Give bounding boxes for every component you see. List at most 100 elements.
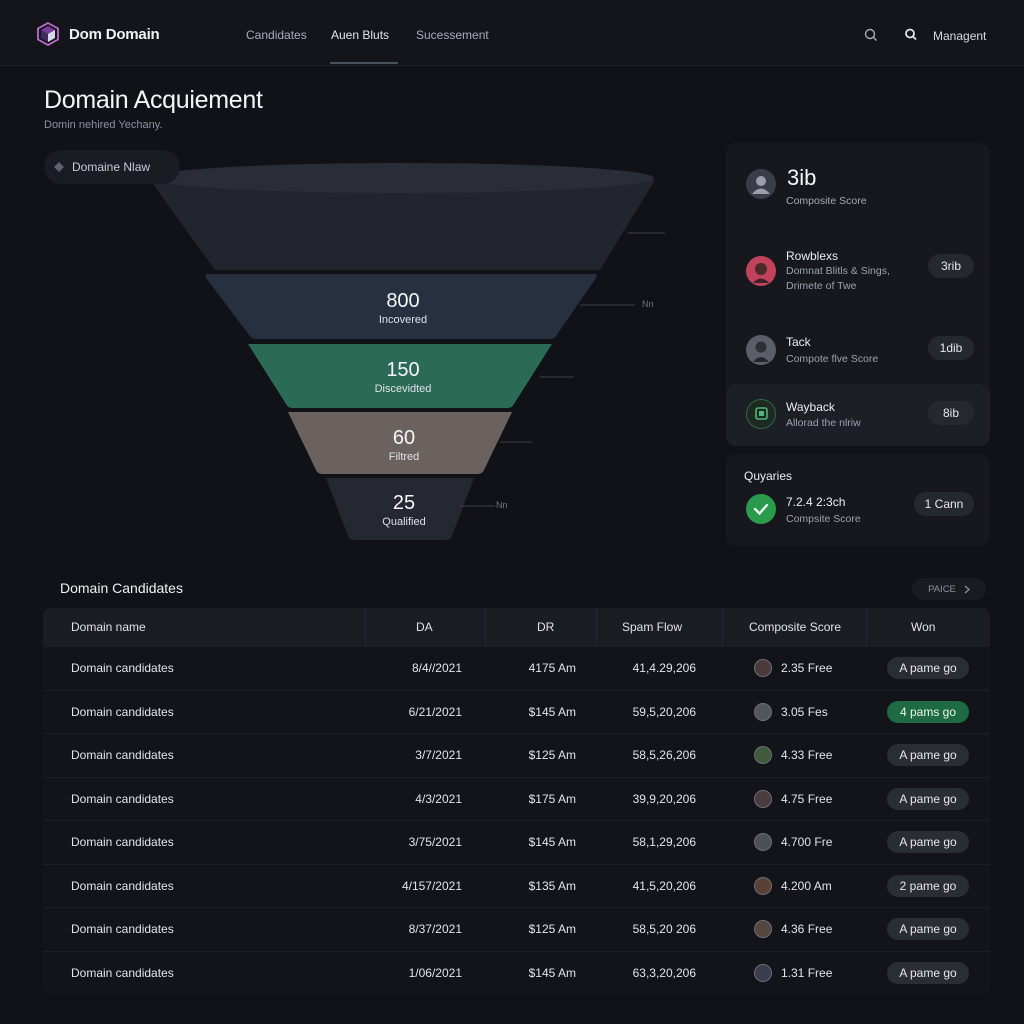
cell-dr: $125 Am (528, 748, 576, 762)
wayback-icon (746, 399, 776, 429)
composite-score-value: 3ib (787, 165, 817, 190)
diamond-icon (54, 162, 64, 172)
table-row[interactable]: Domain candidates 3/75/2021 $145 Am 58,1,29… (43, 820, 990, 863)
profile-avatar-icon (746, 256, 776, 286)
cell-composite-score: 4.33 Free (781, 748, 833, 762)
won-status-pill[interactable]: A pame go (887, 657, 969, 679)
column-header-spam-flow[interactable]: Spam Flow (622, 620, 683, 634)
brand[interactable]: Dom Domain (36, 22, 160, 46)
cell-spam-flow: 59,5,20,206 (632, 704, 696, 719)
cell-composite-score: 1.31 Free (781, 965, 833, 980)
cell-dr: $145 Am (528, 965, 576, 980)
funnel-stage-5-text: 25 Qualified (304, 492, 504, 528)
top-navigation-bar: Dom Domain Candidates Auen Bluts Sucesse… (0, 0, 1024, 66)
queries-heading: Quyaries (744, 469, 793, 483)
score-item-title: Tack (786, 335, 811, 349)
score-item-pill[interactable]: 8ib (928, 401, 974, 425)
cell-spam-flow: 58,5,20 206 (632, 922, 696, 936)
table-header: Domain name DA DR Spam Flow Composite Sc… (43, 608, 990, 646)
table-more-label: PAICE (928, 583, 956, 595)
funnel-filter-chip[interactable]: Domaine Nlaw (44, 150, 180, 184)
won-status-pill[interactable]: A pame go (887, 831, 969, 853)
won-status-pill[interactable]: 4 pams go (887, 700, 969, 723)
tab-candidates[interactable]: Candidates (246, 28, 307, 42)
table-title: Domain Candidates (60, 580, 183, 596)
funnel-stage-5 (326, 478, 474, 540)
table-row[interactable]: Domain candidates 4/3/2021 $175 Am 39,9,20,… (43, 776, 990, 820)
page-subtitle: Domin nehired Yechany. (44, 119, 163, 131)
tab-auen-bluts[interactable]: Auen Bluts (331, 28, 390, 42)
stage-label: Discevidted (374, 383, 432, 395)
column-divider (866, 608, 867, 646)
column-divider (722, 608, 723, 646)
page-title: Domain Acquiement (44, 86, 263, 114)
magnifier-icon[interactable] (903, 27, 919, 43)
user-avatar-icon (746, 169, 776, 199)
search-icon[interactable] (863, 27, 879, 43)
cell-composite-score: 4.36 Free (781, 922, 833, 936)
row-avatar-icon (754, 963, 772, 982)
stage-label: Incovered (378, 314, 428, 326)
cell-da: 8/37/2021 (408, 922, 462, 936)
column-header-dr[interactable]: DR (537, 620, 555, 634)
cell-spam-flow: 39,9,20,206 (632, 791, 696, 806)
domain-candidates-table: Domain name DA DR Spam Flow Composite Sc… (43, 608, 990, 994)
row-avatar-icon (754, 659, 772, 677)
cell-dr: $135 Am (528, 878, 576, 893)
cell-domain-name: Domain candidates (71, 965, 174, 980)
cell-domain-name: Domain candidates (71, 922, 174, 936)
cell-spam-flow: 41,5,20,206 (632, 878, 696, 893)
won-status-pill[interactable]: A pame go (887, 961, 969, 984)
cell-dr: $125 Am (528, 922, 576, 936)
won-status-pill[interactable]: A pame go (887, 744, 969, 766)
queries-title: 7.2.4 2:3ch (786, 495, 846, 509)
funnel-stage-3 (248, 344, 552, 408)
column-header-won[interactable]: Won (911, 620, 936, 634)
tab-sucessement[interactable]: Sucessement (416, 28, 489, 42)
row-avatar-icon (754, 920, 772, 938)
table-row[interactable]: Domain candidates 4/157/2021 $135 Am 41,5,2… (43, 863, 990, 907)
score-item-pill[interactable]: 3rib (928, 254, 974, 278)
cell-composite-score: 4.700 Fre (781, 835, 833, 849)
column-divider (365, 608, 366, 646)
table-row[interactable]: Domain candidates 1/06/2021 $145 Am 63,3,20… (43, 950, 990, 994)
table-row[interactable]: Domain candidates 8/37/2021 $125 Am 58,5,20… (43, 907, 990, 950)
cell-da: 1/06/2021 (408, 965, 462, 980)
cell-composite-score: 4.200 Am (781, 878, 832, 893)
table-row[interactable]: Domain candidates 6/21/2021 $145 Am 59,5,20… (43, 689, 990, 733)
funnel-side-label-2: Nn (496, 500, 508, 510)
won-status-pill[interactable]: A pame go (887, 787, 969, 810)
cell-domain-name: Domain candidates (71, 835, 174, 849)
table-row[interactable]: Domain candidates 3/7/2021 $125 Am 58,5,26,… (43, 733, 990, 776)
score-item-subtitle-2: Drimete of Twe (786, 280, 857, 292)
cell-domain-name: Domain candidates (71, 748, 174, 762)
column-divider (485, 608, 486, 646)
column-header-da[interactable]: DA (416, 620, 433, 634)
cell-da: 4/3/2021 (415, 791, 462, 806)
column-header-composite-score[interactable]: Composite Score (749, 620, 842, 634)
stage-label: Filtred (388, 451, 420, 463)
won-status-pill[interactable]: A pame go (887, 918, 969, 940)
funnel-chip-label: Domaine Nlaw (72, 160, 151, 174)
funnel-side-label-1: Nn (642, 299, 654, 309)
management-link[interactable]: Managent (933, 29, 987, 43)
won-status-pill[interactable]: 2 pame go (887, 874, 969, 897)
cell-da: 4/157/2021 (401, 878, 462, 893)
row-avatar-icon (754, 789, 772, 808)
cell-spam-flow: 58,5,26,206 (632, 748, 696, 762)
table-more-button[interactable]: PAICE (912, 578, 986, 600)
cell-da: 3/7/2021 (415, 748, 462, 762)
queries-subtitle: Compsite Score (786, 513, 861, 525)
cube-logo-icon (37, 22, 59, 46)
funnel-connector-lines (460, 232, 665, 507)
stage-value: 150 (386, 359, 420, 381)
score-item-subtitle: Compote flve Score (786, 353, 879, 365)
funnel-chart (150, 163, 665, 540)
table-row[interactable]: Domain candidates 8/4//2021 4175 Am 41,4.29… (43, 646, 990, 689)
cell-domain-name: Domain candidates (71, 878, 174, 893)
score-item-wayback[interactable]: Wayback Allorad the nlriw 8ib (726, 384, 990, 446)
score-item-pill[interactable]: 1dib (928, 336, 974, 360)
column-header-domain-name[interactable]: Domain name (71, 620, 146, 634)
queries-pill[interactable]: 1 Cann (914, 492, 974, 516)
composite-score-label: Composite Score (786, 195, 867, 207)
